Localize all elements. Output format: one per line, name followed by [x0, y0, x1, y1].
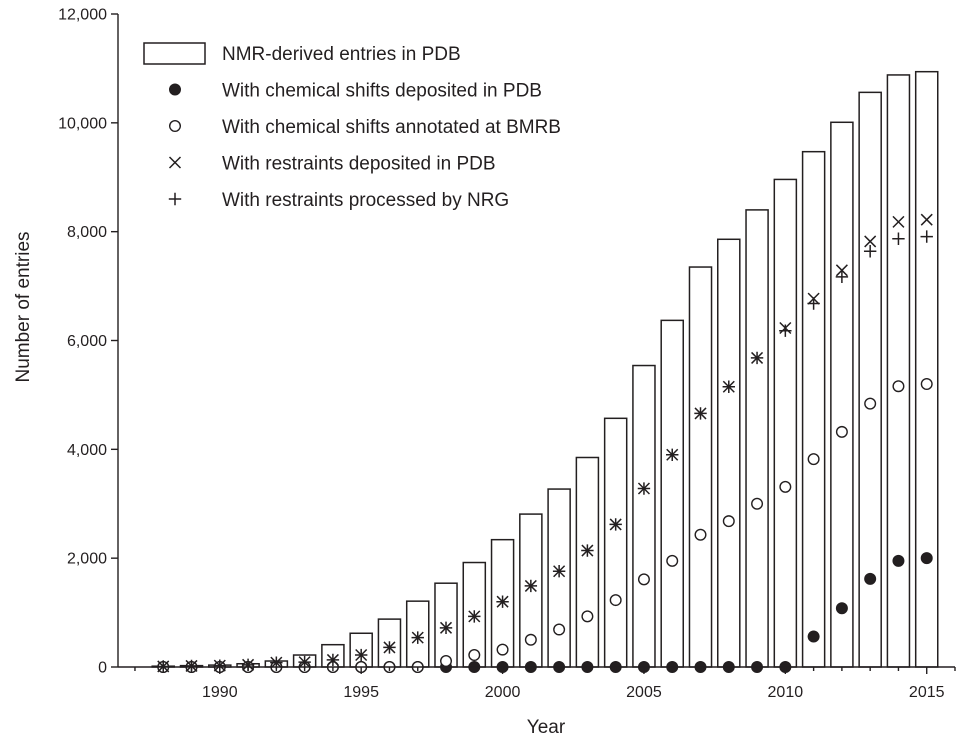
x-tick-label: 2010	[768, 684, 804, 701]
x-point	[920, 213, 933, 226]
legend-label: With chemical shifts annotated at BMRB	[222, 117, 561, 138]
x-point	[835, 264, 848, 277]
plus-point	[326, 653, 340, 667]
bar	[632, 364, 656, 668]
bar	[773, 178, 798, 668]
open-circle-point	[468, 649, 481, 662]
plus-point	[779, 324, 792, 337]
plus-point	[298, 655, 311, 669]
plus-point	[581, 544, 594, 557]
plus-point	[892, 232, 905, 245]
x-tick-label: 1990	[202, 684, 238, 701]
y-tick-label: 10,000	[58, 115, 107, 132]
open-circle-point	[722, 515, 735, 528]
open-circle-point	[440, 655, 453, 668]
plus-point	[722, 380, 735, 393]
open-circle-point	[496, 643, 509, 656]
open-circle-point	[666, 554, 679, 567]
x-axis-title: Year	[527, 717, 566, 738]
x-point	[892, 215, 905, 228]
x-tick-label: 1995	[343, 684, 379, 701]
filled-circle-point	[864, 572, 877, 585]
y-tick-label: 4,000	[67, 442, 107, 459]
legend-plus-swatch	[168, 192, 182, 206]
filled-circle-point	[892, 554, 905, 567]
plus-point	[835, 270, 849, 284]
legend-filled-circle-swatch	[169, 83, 181, 96]
plus-point	[552, 565, 566, 578]
filled-circle-point	[807, 630, 820, 643]
x-tick-label: 2015	[909, 684, 945, 701]
y-tick-label: 12,000	[58, 7, 107, 24]
open-circle-point	[864, 397, 877, 410]
plus-point	[609, 518, 622, 531]
legend: NMR-derived entries in PDB With chemical …	[143, 42, 561, 211]
plus-point	[354, 648, 368, 662]
bar	[547, 488, 571, 668]
legend-label: With chemical shifts deposited in PDB	[222, 81, 542, 102]
bar	[830, 121, 854, 668]
open-circle-point	[779, 480, 792, 493]
plus-point	[383, 641, 396, 654]
legend-bar-swatch	[143, 42, 206, 65]
open-circle-point	[892, 380, 905, 393]
axes: 0 2,000 4,000 6,000 8,000 10,000 12,000 1990 199…	[58, 7, 956, 701]
bar	[801, 150, 826, 668]
open-circle-point	[609, 594, 622, 607]
legend-label: With restraints deposited in PDB	[222, 154, 496, 175]
plus-point	[496, 595, 509, 608]
open-circle-point	[835, 425, 848, 438]
plus-point	[439, 621, 453, 635]
open-circle-point	[920, 378, 933, 391]
filled-circle-point	[920, 552, 933, 565]
legend-x-swatch	[168, 156, 182, 169]
legend-open-circle-swatch	[168, 119, 181, 132]
open-circle-point	[637, 573, 650, 586]
bar	[688, 266, 713, 668]
plus-point	[694, 407, 707, 420]
x-tick-label: 2000	[485, 684, 521, 701]
open-circle-point	[807, 453, 820, 466]
plus-point	[637, 482, 651, 495]
bar	[717, 238, 741, 668]
bar	[575, 456, 600, 668]
y-tick-label: 6,000	[67, 333, 107, 350]
open-circle-point	[553, 623, 566, 636]
bar	[660, 319, 685, 668]
plus-point	[750, 351, 764, 365]
plus-point	[524, 579, 538, 593]
plus-point	[807, 297, 820, 310]
open-circle-point	[581, 610, 594, 623]
x-point	[864, 235, 877, 248]
legend-label: NMR-derived entries in PDB	[222, 44, 461, 65]
y-tick-label: 8,000	[67, 224, 107, 241]
y-axis-title: Number of entries	[13, 231, 34, 382]
plus-point	[468, 610, 481, 623]
plus-point	[920, 230, 933, 243]
plus-point	[666, 448, 679, 461]
y-tick-label: 0	[98, 660, 107, 677]
bar	[603, 417, 628, 668]
x-tick-label: 2005	[626, 684, 662, 701]
open-circle-point	[524, 633, 537, 646]
filled-circle-point	[835, 602, 848, 615]
plus-point	[863, 245, 877, 258]
bar	[745, 209, 769, 668]
bar	[914, 70, 939, 668]
legend-label: With restraints processed by NRG	[222, 190, 509, 211]
plus-point	[411, 631, 424, 644]
bar-series	[151, 70, 939, 668]
open-circle-point	[694, 528, 707, 541]
y-tick-label: 2,000	[67, 551, 107, 568]
open-circle-point	[751, 497, 764, 510]
bar	[886, 74, 911, 668]
